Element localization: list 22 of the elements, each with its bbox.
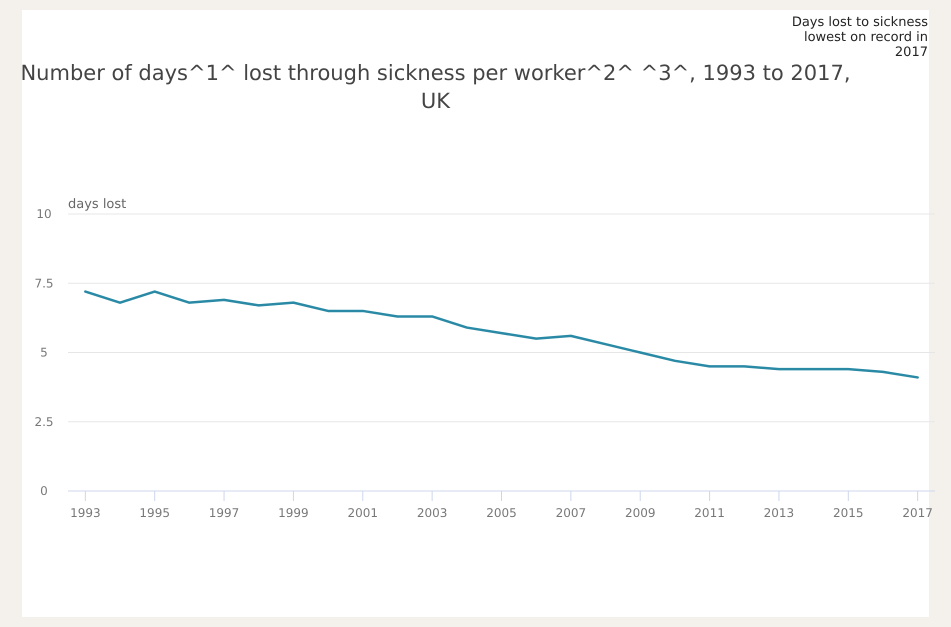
x-tick-label: 2015 (833, 506, 864, 520)
x-tick-label: 1999 (278, 506, 309, 520)
x-tick-label: 1993 (70, 506, 101, 520)
x-tick-label: 2009 (624, 506, 656, 520)
x-tick-label: 2017 (902, 506, 933, 520)
text: Days lost to sickness lowest on record in 2017 (792, 15, 928, 60)
x-tick-label: 1997 (208, 506, 240, 520)
x-tick-label: 1995 (139, 506, 170, 520)
y-tick-label: 2.5 (34, 414, 54, 429)
x-tick-label: 2013 (764, 506, 794, 520)
x-tick-label: 2005 (486, 506, 517, 520)
x-tick-label: 2011 (694, 506, 725, 520)
y-tick-label: 7.5 (34, 276, 54, 290)
x-tick-label: 2007 (556, 506, 586, 520)
x-tick-label: 2003 (416, 506, 448, 520)
y-tick-label: 0 (40, 484, 48, 498)
line-series (84, 290, 919, 379)
y-tick-label: 5 (40, 346, 48, 360)
x-tick-label: 2001 (348, 506, 378, 520)
chart-title: Number of days^1^ lost through sickness per worker^2^ ^3^, 1993 to 2017, UK (20, 61, 851, 113)
y-axis-title: days lost (68, 197, 126, 212)
y-tick-label: 10 (36, 207, 52, 222)
